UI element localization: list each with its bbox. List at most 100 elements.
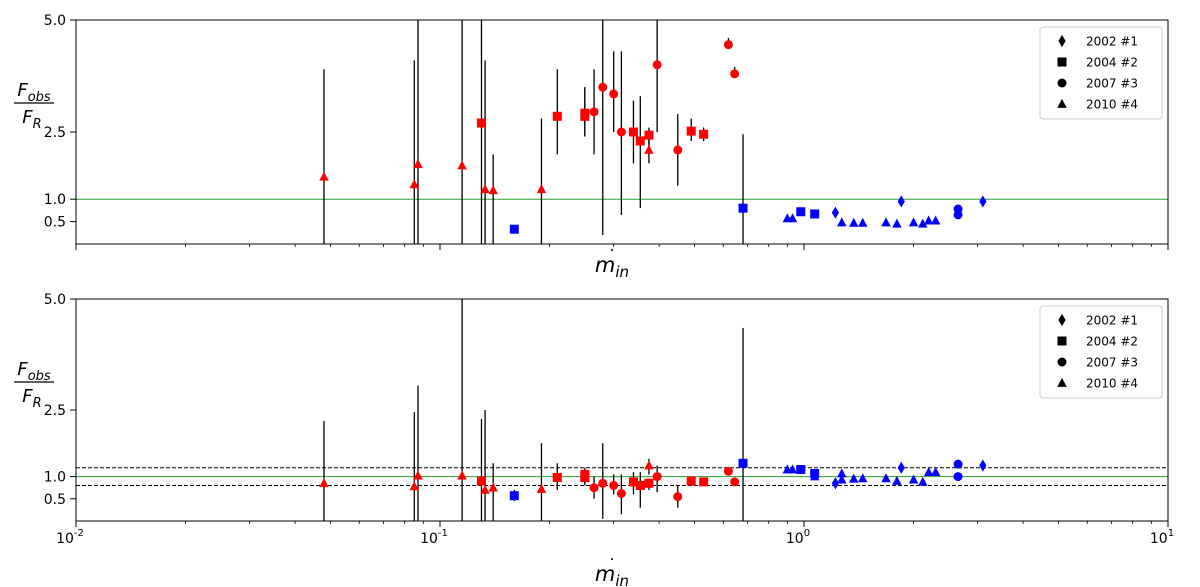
data-point-blue-triangle: [837, 217, 847, 227]
data-point-red-circle: [652, 60, 662, 70]
data-point-blue-circle: [953, 472, 963, 482]
x-tick-label: 10-2: [56, 528, 84, 547]
data-point-red-circle: [609, 480, 619, 490]
data-point-red-square: [552, 111, 562, 121]
data-point-blue-triangle: [923, 215, 934, 225]
x-tick-label: 100: [786, 528, 810, 547]
legend-label: 2010 #4: [1086, 377, 1138, 391]
data-point-blue-square: [796, 207, 806, 217]
legend-label: 2007 #3: [1086, 77, 1138, 91]
data-points: [319, 20, 987, 244]
x-axis-label-dot: ˙: [608, 556, 617, 577]
y-tick-label: 0.5: [44, 215, 66, 231]
data-point-red-triangle: [644, 460, 654, 470]
legend-box: [1039, 305, 1163, 399]
data-point-blue-square: [738, 458, 748, 468]
data-point-red-triangle: [457, 160, 467, 170]
x-axis-label-text: min: [595, 253, 629, 281]
data-point-blue-triangle: [849, 473, 859, 483]
data-point-red-circle: [589, 483, 599, 493]
legend-marker-diamond: [1058, 313, 1066, 327]
data-point-red-triangle: [413, 159, 423, 169]
legend-marker-square: [1057, 336, 1067, 346]
data-point-blue-triangle: [837, 474, 847, 484]
data-point-blue-triangle: [892, 218, 902, 228]
data-point-blue-square: [810, 209, 820, 219]
data-point-blue-diamond: [979, 195, 987, 208]
data-point-red-square: [644, 130, 654, 140]
x-axis-label: min˙: [595, 247, 629, 281]
data-point-red-circle: [589, 107, 599, 117]
x-axis-label-text: min: [595, 562, 629, 587]
data-point-blue-triangle: [787, 464, 798, 474]
data-point-red-circle: [598, 82, 608, 92]
legend-marker-diamond: [1058, 34, 1066, 48]
data-point-blue-diamond: [831, 206, 840, 219]
data-point-red-triangle: [536, 483, 547, 493]
y-tick-label: 5.0: [44, 13, 66, 29]
data-point-blue-triangle: [892, 475, 902, 485]
y-tick-label: 0.5: [44, 492, 66, 508]
data-point-blue-diamond: [897, 195, 905, 208]
data-point-blue-triangle: [908, 474, 919, 484]
y-axis-label-numerator: Fobs: [17, 80, 51, 105]
data-point-red-square: [635, 480, 645, 490]
data-point-red-square: [686, 476, 696, 486]
data-point-red-square: [635, 136, 645, 146]
data-point-blue-circle: [953, 459, 963, 469]
data-point-blue-square: [509, 491, 519, 501]
data-point-red-triangle: [409, 481, 420, 491]
data-point-red-triangle: [319, 478, 329, 488]
data-point-red-square: [476, 118, 486, 128]
legend-label: 2004 #2: [1086, 56, 1138, 70]
legend-marker-triangle: [1057, 377, 1067, 387]
legend-label: 2004 #2: [1086, 335, 1138, 349]
data-point-red-triangle: [488, 185, 498, 195]
data-point-red-triangle: [457, 470, 467, 480]
data-point-blue-triangle: [809, 471, 820, 481]
data-point-red-triangle: [644, 144, 654, 154]
legend-label: 2010 #4: [1086, 98, 1138, 112]
y-axis-label-denominator: FR: [22, 107, 41, 132]
data-point-red-circle: [616, 127, 626, 137]
data-point-blue-triangle: [930, 466, 941, 476]
data-point-red-square: [686, 126, 696, 136]
legend: 2002 #1 2004 #2 2007 #3 2010 #4: [1039, 305, 1163, 399]
data-point-blue-triangle: [858, 217, 868, 227]
data-point-blue-triangle: [881, 473, 891, 483]
data-point-red-circle: [723, 40, 733, 50]
data-point-red-square: [476, 476, 486, 486]
y-tick-label: 5.0: [44, 292, 66, 308]
data-point-blue-diamond: [897, 461, 905, 474]
data-point-red-triangle: [488, 482, 498, 492]
data-point-red-circle: [609, 89, 619, 99]
data-point-blue-triangle: [908, 217, 919, 227]
legend-box: [1039, 26, 1163, 120]
data-point-red-circle: [730, 477, 740, 487]
y-tick-label: 1.0: [44, 470, 66, 486]
data-point-blue-square: [509, 224, 519, 234]
legend-marker-circle: [1057, 78, 1067, 88]
legend-label: 2002 #1: [1086, 35, 1138, 49]
data-point-red-triangle: [413, 470, 423, 480]
data-point-red-triangle: [319, 171, 329, 181]
data-point-red-square: [644, 478, 654, 488]
legend-label: 2007 #3: [1086, 356, 1138, 370]
data-point-blue-triangle: [858, 473, 868, 483]
data-point-red-square: [699, 477, 709, 487]
data-point-red-triangle: [480, 184, 490, 194]
legend-marker-circle: [1057, 357, 1067, 367]
data-point-red-square: [580, 472, 590, 482]
y-tick-label: 2.5: [44, 125, 66, 141]
data-point-blue-triangle: [849, 217, 859, 227]
data-point-blue-triangle: [930, 215, 941, 225]
data-point-blue-triangle: [923, 466, 934, 476]
data-point-blue-square: [738, 203, 748, 213]
data-point-blue-square: [796, 464, 806, 474]
data-point-blue-triangle: [918, 476, 928, 486]
data-point-red-square: [580, 111, 590, 121]
legend-marker-triangle: [1057, 98, 1067, 108]
data-point-red-circle: [673, 145, 683, 155]
